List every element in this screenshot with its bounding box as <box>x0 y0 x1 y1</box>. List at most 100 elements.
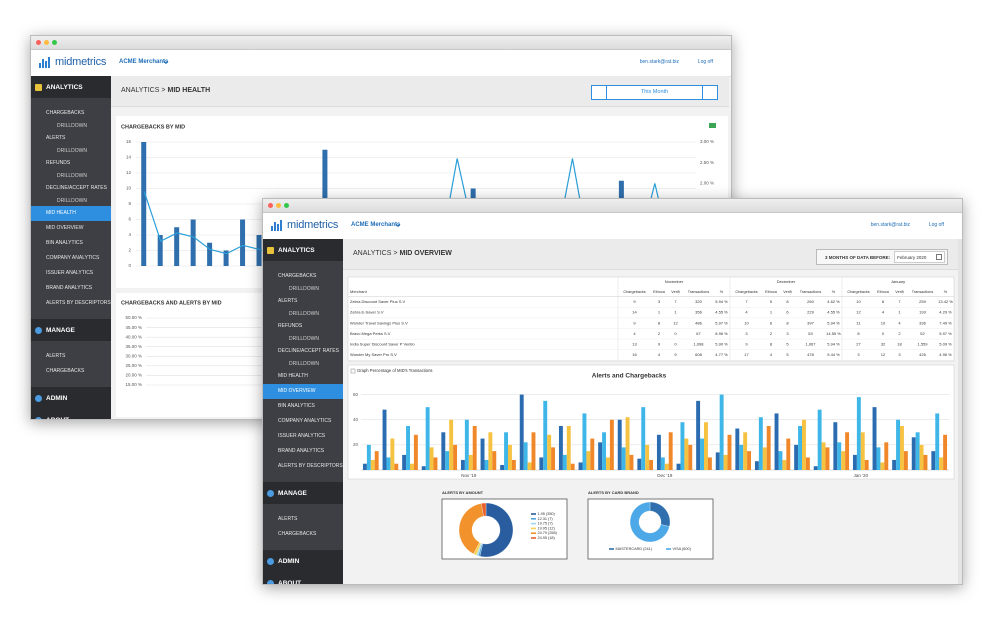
content: Merchant November Chargebacks Ethoca Verifi T… <box>343 239 960 582</box>
merchant-cell: Zebra E-Saver S.V <box>350 310 384 315</box>
bar <box>484 459 489 470</box>
window-button[interactable] <box>268 203 273 208</box>
sidebar-item[interactable]: ALERTS <box>278 516 298 522</box>
sidebar-item[interactable]: BIN ANALYTICS <box>46 240 83 246</box>
window-button[interactable] <box>276 203 281 208</box>
sidebar-item[interactable]: ALERTS BY DESCRIPTORS <box>278 463 343 469</box>
bar <box>802 419 806 470</box>
merchant-selector[interactable]: ACME Merchants <box>351 222 401 228</box>
merchant-selector[interactable]: ACME Merchants <box>119 59 169 65</box>
sidebar-item[interactable]: DECLINE/ACCEPT RATES <box>46 185 107 191</box>
bar <box>754 461 759 470</box>
logo-bar <box>42 59 44 68</box>
period-button[interactable]: This Month <box>640 89 669 95</box>
table-cell: 1 <box>770 310 773 315</box>
bar <box>676 463 681 470</box>
table-cell: 10 <box>881 320 886 325</box>
table-cell: 12 <box>673 320 678 325</box>
sidebar-item[interactable]: ALERTS BY DESCRIPTORS <box>46 300 111 306</box>
window-button[interactable] <box>36 40 41 45</box>
bar <box>566 426 571 470</box>
sidebar-subitem[interactable]: DRILLDOWN <box>289 361 320 367</box>
user-email[interactable]: ben.stark@rat.biz <box>639 59 679 65</box>
table-cell: 3 <box>898 352 901 357</box>
donut-slice <box>479 502 514 558</box>
user-email[interactable]: ben.stark@rat.biz <box>870 222 910 228</box>
sidebar-item[interactable]: ALERTS <box>46 135 66 141</box>
bar <box>531 432 536 470</box>
bar <box>782 459 787 470</box>
bar <box>688 444 693 470</box>
chevron <box>395 223 401 228</box>
bar <box>923 454 928 470</box>
sidebar-item[interactable]: DECLINE/ACCEPT RATES <box>278 348 339 354</box>
window-button[interactable] <box>284 203 289 208</box>
table-cell: 1,098 <box>693 341 704 346</box>
bar <box>860 432 865 470</box>
sidebar-subitem[interactable]: DRILLDOWN <box>289 286 320 292</box>
sidebar-subitem[interactable]: DRILLDOWN <box>57 123 88 129</box>
sidebar-section-header[interactable]: ANALYTICS <box>31 76 111 98</box>
sidebar-section-header[interactable]: ADMIN <box>263 550 343 572</box>
sidebar-item[interactable]: CHARGEBACKS <box>278 273 317 279</box>
bar <box>656 434 661 470</box>
sidebar-item[interactable]: COMPANY ANALYTICS <box>278 418 332 424</box>
sidebar-item[interactable]: MID OVERVIEW <box>263 384 343 399</box>
column-header: Chargebacks <box>623 290 645 294</box>
sidebar-section-header[interactable]: ABOUT <box>263 572 343 584</box>
table-cell: 52 <box>920 331 925 336</box>
y-tick-label: 35.00 % <box>125 344 142 349</box>
bar <box>778 451 783 470</box>
table-cell: 3 <box>658 299 661 304</box>
sidebar-section-header[interactable]: ANALYTICS <box>263 239 343 261</box>
sidebar-section-header[interactable]: ADMIN <box>31 387 111 409</box>
sidebar-subitem[interactable]: DRILLDOWN <box>289 336 320 342</box>
prev-button[interactable] <box>592 86 607 99</box>
bar <box>621 447 626 470</box>
sidebar-item[interactable]: CHARGEBACKS <box>278 531 317 537</box>
sidebar-item[interactable]: REFUNDS <box>278 323 303 329</box>
sidebar-item[interactable]: ISSUER ANALYTICS <box>278 433 326 439</box>
sidebar-subitem[interactable]: DRILLDOWN <box>57 148 88 154</box>
table-cell: 7.49 % <box>939 320 952 325</box>
sidebar-item[interactable]: MID HEALTH <box>31 206 111 221</box>
sidebar-item[interactable]: CHARGEBACKS <box>46 368 85 374</box>
month-input[interactable]: February 2020 <box>894 251 945 263</box>
logoff-link[interactable]: Log off <box>697 59 713 65</box>
sidebar-item[interactable]: BRAND ANALYTICS <box>46 285 93 291</box>
sidebar-item[interactable]: BRAND ANALYTICS <box>278 448 325 454</box>
date-range-control: 3 MONTHS OF DATA BEFORE: February 2020 <box>816 249 948 265</box>
sidebar-subitem[interactable]: DRILLDOWN <box>57 173 88 179</box>
table-cell: 14.55 % <box>826 331 841 336</box>
sidebar-subitem[interactable]: DRILLDOWN <box>289 311 320 317</box>
window-button[interactable] <box>44 40 49 45</box>
table-cell: 5 <box>786 352 789 357</box>
table-cell: 4 <box>898 320 901 325</box>
sidebar-item[interactable]: CHARGEBACKS <box>46 110 85 116</box>
sidebar-item[interactable]: MID OVERVIEW <box>46 225 84 231</box>
sidebar-section-header[interactable]: MANAGE <box>263 482 343 504</box>
sidebar-item[interactable]: MID HEALTH <box>278 373 308 379</box>
sidebar-item[interactable]: ALERTS <box>46 353 66 359</box>
bar <box>641 407 646 470</box>
sidebar-item[interactable]: ISSUER ANALYTICS <box>46 270 94 276</box>
table-cell: 4.55 % <box>715 310 728 315</box>
bar <box>519 394 524 470</box>
checkbox[interactable] <box>350 368 356 374</box>
sidebar-item[interactable]: ALERTS <box>278 298 298 304</box>
sidebar-subitem[interactable]: DRILLDOWN <box>57 198 88 204</box>
legend-label: 24.95 (18) <box>538 536 556 540</box>
sidebar-item[interactable]: BIN ANALYTICS <box>278 403 315 409</box>
y-tick-label: 2 <box>128 248 131 253</box>
sidebar-item[interactable]: COMPANY ANALYTICS <box>46 255 100 261</box>
sidebar-item[interactable]: REFUNDS <box>46 160 71 166</box>
sidebar: ANALYTICS CHARGEBACKS DRILLDOWN ALERTS DRILL… <box>31 76 111 419</box>
window-button[interactable] <box>52 40 57 45</box>
content-canvas: Merchant November Chargebacks Ethoca Verifi T… <box>347 276 955 560</box>
sidebar-section-header[interactable]: ABOUT <box>31 409 111 419</box>
section-icon <box>35 416 42 419</box>
logoff-link[interactable]: Log off <box>928 222 944 228</box>
sidebar-section-header[interactable]: MANAGE <box>31 319 111 341</box>
logo: midmetrics <box>39 56 106 68</box>
next-button[interactable] <box>702 86 717 99</box>
